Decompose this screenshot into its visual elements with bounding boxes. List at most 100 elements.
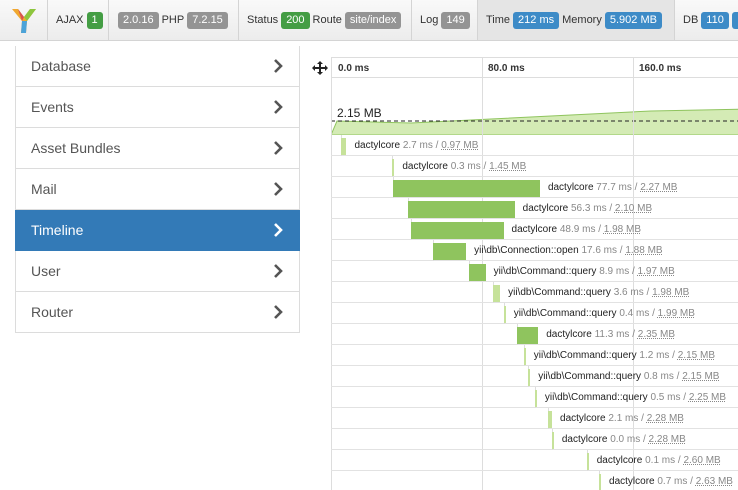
- timeline-row[interactable]: dactylcore 2.1 ms / 2.28 MB: [331, 408, 738, 429]
- php-label: PHP: [161, 14, 185, 26]
- timeline-row[interactable]: dactylcore 77.7 ms / 2.27 MB: [331, 177, 738, 198]
- timeline-row[interactable]: dactylcore 0.1 ms / 2.60 MB: [331, 450, 738, 471]
- timeline-row-text: yii\db\Connection::open 17.6 ms / 1.88 M…: [474, 245, 662, 256]
- timeline-bar[interactable]: [341, 138, 347, 155]
- timeline-row[interactable]: dactylcore 0.7 ms / 2.63 MB: [331, 471, 738, 490]
- timeline-row[interactable]: yii\db\Command::query 0.4 ms / 1.99 MB: [331, 303, 738, 324]
- nav-item-label: Database: [31, 58, 91, 74]
- nav-item-timeline[interactable]: Timeline: [15, 210, 300, 251]
- timeline-row[interactable]: dactylcore 56.3 ms / 2.10 MB: [331, 198, 738, 219]
- row-name: yii\db\Command::query: [513, 308, 620, 319]
- timeline-bar[interactable]: [503, 306, 506, 323]
- nav-item-asset-bundles[interactable]: Asset Bundles: [15, 128, 300, 169]
- timeline-row-text: dactylcore 77.7 ms / 2.27 MB: [548, 182, 678, 193]
- row-memory: 2.63 MB: [695, 476, 733, 487]
- timeline-row[interactable]: yii\db\Command::query 0.5 ms / 2.25 MB: [331, 387, 738, 408]
- timeline-row[interactable]: yii\db\Command::query 0.8 ms / 2.15 MB: [331, 366, 738, 387]
- timeline-row-text: dactylcore 0.7 ms / 2.63 MB: [609, 476, 733, 487]
- timeline-row[interactable]: dactylcore 0.3 ms / 1.45 MB: [331, 156, 738, 177]
- timeline-bar[interactable]: [548, 411, 553, 428]
- timeline-gridline: [331, 57, 332, 490]
- log-block[interactable]: Log 149: [412, 0, 478, 40]
- timeline-row-text: yii\db\Command::query 0.4 ms / 1.99 MB: [514, 308, 695, 319]
- timeline-row[interactable]: yii\db\Command::query 3.6 ms / 1.98 MB: [331, 282, 738, 303]
- row-duration: 8.9 ms /: [599, 266, 638, 277]
- row-name: dactylcore: [522, 203, 571, 214]
- timeline-bar[interactable]: [408, 201, 515, 218]
- row-name: yii\db\Command::query: [533, 350, 640, 361]
- row-name: yii\db\Command::query: [508, 287, 614, 298]
- row-memory: 1.97 MB: [637, 266, 675, 277]
- timeline-row[interactable]: yii\db\Command::query 1.2 ms / 2.15 MB: [331, 345, 738, 366]
- memory-usage-graph: [331, 108, 738, 135]
- timeline-row[interactable]: dactylcore 11.3 ms / 2.35 MB: [331, 324, 738, 345]
- timeline-bar[interactable]: [523, 348, 526, 365]
- timeline-row-text: dactylcore 11.3 ms / 2.35 MB: [546, 329, 675, 340]
- timeline-bar[interactable]: [393, 180, 540, 197]
- timeline-bar[interactable]: [432, 243, 467, 260]
- timeline-row[interactable]: dactylcore 2.7 ms / 0.97 MB: [331, 135, 738, 156]
- row-memory: 1.98 MB: [603, 224, 642, 235]
- request-block[interactable]: Status 200 Route site/index: [239, 0, 412, 40]
- ajax-count-badge: 1: [86, 11, 103, 29]
- timeline-row[interactable]: dactylcore 48.9 ms / 1.98 MB: [331, 219, 738, 240]
- row-duration: 0.1 ms /: [645, 455, 684, 466]
- row-name: dactylcore: [560, 413, 609, 424]
- row-name: dactylcore: [561, 434, 611, 445]
- php-version-badge: 7.2.15: [187, 11, 228, 29]
- timeline-row-text: yii\db\Command::query 1.2 ms / 2.15 MB: [534, 350, 715, 361]
- status-label: Status: [247, 14, 279, 26]
- memory-badge: 5.902 MB: [604, 11, 662, 29]
- row-memory: 2.10 MB: [614, 203, 653, 214]
- row-name: yii\db\Connection::open: [474, 245, 582, 256]
- expand-handle-icon[interactable]: [312, 60, 328, 76]
- timeline-row[interactable]: dactylcore 0.0 ms / 2.28 MB: [331, 429, 738, 450]
- row-duration: 0.7 ms /: [657, 476, 696, 487]
- debug-toolbar: AJAX 1 2.0.16 PHP 7.2.15 Status 200 Rout…: [0, 0, 738, 41]
- db-block[interactable]: DB 110: [675, 0, 738, 40]
- version-block[interactable]: 2.0.16 PHP 7.2.15: [110, 0, 239, 40]
- timeline-bar[interactable]: [599, 474, 602, 490]
- nav-item-router[interactable]: Router: [15, 292, 300, 333]
- timeline-bar[interactable]: [468, 264, 486, 281]
- time-label: Time: [486, 14, 511, 26]
- timeline-bar[interactable]: [411, 222, 504, 239]
- row-memory: 2.25 MB: [688, 392, 727, 403]
- ajax-block[interactable]: AJAX 1: [48, 0, 109, 40]
- nav-item-user[interactable]: User: [15, 251, 300, 292]
- row-memory: 2.15 MB: [677, 350, 715, 361]
- timeline-bar[interactable]: [528, 369, 531, 386]
- timeline-row[interactable]: yii\db\Command::query 8.9 ms / 1.97 MB: [331, 261, 738, 282]
- timeline-row-text: dactylcore 48.9 ms / 1.98 MB: [512, 224, 642, 235]
- row-name: dactylcore: [354, 140, 403, 151]
- row-duration: 2.1 ms /: [608, 413, 647, 424]
- timeline-row-text: dactylcore 0.0 ms / 2.28 MB: [562, 434, 686, 445]
- timeline-bar[interactable]: [551, 432, 554, 449]
- yii-logo[interactable]: [0, 0, 48, 40]
- timeline-bar[interactable]: [493, 285, 501, 302]
- timeline-row[interactable]: yii\db\Connection::open 17.6 ms / 1.88 M…: [331, 240, 738, 261]
- row-memory: 1.98 MB: [652, 287, 690, 298]
- nav-item-label: Timeline: [31, 222, 84, 238]
- row-duration: 0.4 ms /: [619, 308, 658, 319]
- timeline-bar[interactable]: [392, 159, 395, 176]
- timeline-bar[interactable]: [586, 453, 589, 470]
- row-name: dactylcore: [511, 224, 560, 235]
- row-name: dactylcore: [596, 455, 646, 466]
- row-duration: 3.6 ms /: [613, 287, 653, 298]
- chevron-right-icon: [274, 264, 283, 278]
- row-duration: 56.3 ms /: [571, 203, 615, 214]
- row-name: yii\db\Command::query: [493, 266, 600, 277]
- nav-item-label: User: [31, 263, 61, 279]
- timeline-bar[interactable]: [534, 390, 537, 407]
- timeline-row-text: yii\db\Command::query 0.5 ms / 2.25 MB: [545, 392, 726, 403]
- yii-version-badge: 2.0.16: [118, 11, 159, 29]
- memory-peak-label: 2.15 MB: [337, 106, 382, 120]
- nav-item-database[interactable]: Database: [15, 46, 300, 87]
- timeline-row-text: yii\db\Command::query 8.9 ms / 1.97 MB: [494, 266, 675, 277]
- db-time-badge: [731, 11, 738, 29]
- nav-item-mail[interactable]: Mail: [15, 169, 300, 210]
- timeline-bar[interactable]: [516, 327, 539, 344]
- nav-item-events[interactable]: Events: [15, 87, 300, 128]
- profiling-block[interactable]: Time 212 ms Memory 5.902 MB: [478, 0, 675, 40]
